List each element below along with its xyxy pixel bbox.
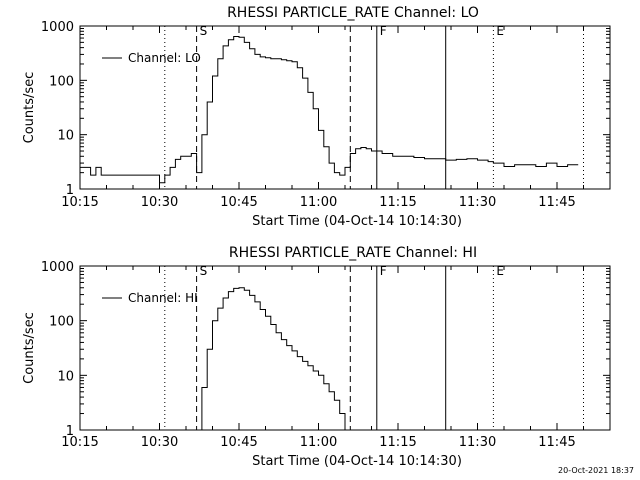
panel2-y-tick-label: 1000 (41, 260, 74, 275)
panel1-x-tick-label: 11:00 (300, 195, 337, 210)
panel2-x-tick-label: 11:30 (459, 435, 496, 450)
panel2-x-tick-label: 11:15 (379, 435, 416, 450)
panel1-marker-label: S (200, 24, 208, 38)
panel2-y-tick-label: 1 (66, 424, 74, 439)
panel1-x-tick-label: 11:30 (459, 195, 496, 210)
panel1-y-axis-label: Counts/sec (22, 72, 37, 144)
panel2-y-tick-label: 10 (57, 369, 74, 384)
panel1-legend-label: Channel: LO (128, 51, 201, 65)
panel1-x-tick-label: 11:45 (538, 195, 575, 210)
panel1-series-line (80, 36, 579, 184)
panel2-marker-label: F (380, 264, 387, 278)
panel2-y-axis-label: Counts/sec (22, 312, 37, 384)
panel1-x-tick-label: 11:15 (379, 195, 416, 210)
panel2-y-tick-label: 100 (49, 315, 74, 330)
panel1-marker-label: F (380, 24, 387, 38)
panel1-x-tick-label: 10:45 (220, 195, 257, 210)
panel1-x-axis-label: Start Time (04-Oct-14 10:14:30) (252, 214, 462, 229)
panel2-marker-label: S (200, 264, 208, 278)
panel2-chart-title: RHESSI PARTICLE_RATE Channel: HI (229, 245, 477, 261)
timestamp-footer: 20-Oct-2021 18:37 (558, 466, 634, 475)
panel2-x-tick-label: 10:30 (141, 435, 178, 450)
panel1-x-tick-label: 10:30 (141, 195, 178, 210)
panel1-y-tick-label: 1000 (41, 20, 74, 35)
panel1-y-tick-label: 1 (66, 183, 74, 198)
panel2-x-tick-label: 10:45 (220, 435, 257, 450)
panel2-series-line (196, 287, 346, 431)
panel2-x-tick-label: 11:45 (538, 435, 575, 450)
panel1-y-tick-label: 10 (57, 129, 74, 144)
panel2-x-axis-label: Start Time (04-Oct-14 10:14:30) (252, 454, 462, 469)
panel1-x-tick-label: 10:15 (61, 195, 98, 210)
panel1-y-tick-label: 100 (49, 74, 74, 89)
panel2-legend-label: Channel: HI (128, 291, 198, 305)
panel2-x-tick-label: 11:00 (300, 435, 337, 450)
panel1-chart-title: RHESSI PARTICLE_RATE Channel: LO (227, 5, 479, 21)
panel2-x-tick-label: 10:15 (61, 435, 98, 450)
panel1-marker-label: E (496, 24, 504, 38)
panel2-marker-label: E (496, 264, 504, 278)
